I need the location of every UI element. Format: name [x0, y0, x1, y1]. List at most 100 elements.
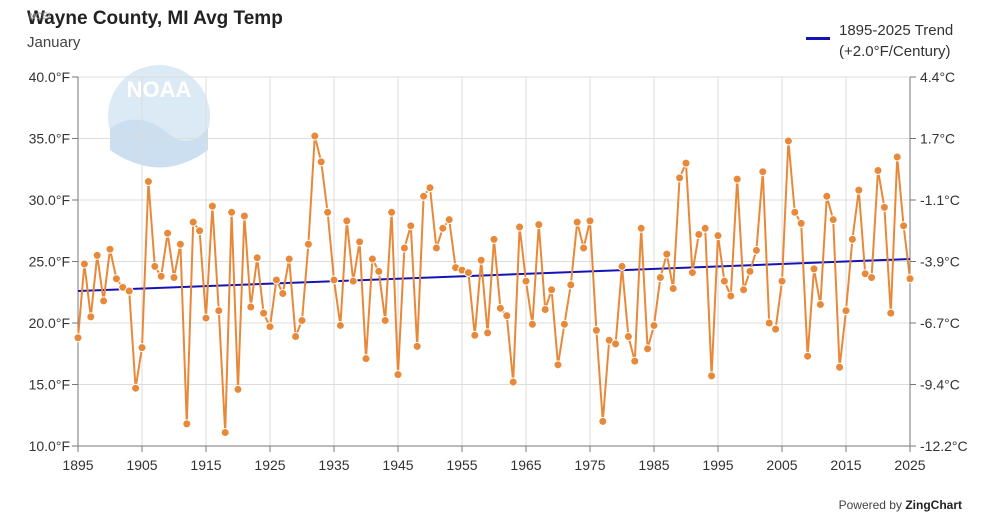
data-point-1963[interactable]: [508, 377, 518, 387]
data-point-1961[interactable]: [495, 303, 505, 313]
data-point-1918[interactable]: [220, 427, 230, 437]
data-point-2016[interactable]: [847, 234, 857, 244]
data-point-1896[interactable]: [79, 259, 89, 269]
data-point-1974[interactable]: [579, 243, 589, 253]
data-point-2017[interactable]: [854, 185, 864, 195]
data-point-1956[interactable]: [463, 268, 473, 278]
data-point-1968[interactable]: [540, 304, 550, 314]
data-point-2025[interactable]: [905, 274, 915, 284]
data-point-2014[interactable]: [835, 362, 845, 372]
data-point-1988[interactable]: [668, 284, 678, 294]
powered-by-credit[interactable]: Powered by ZingChart: [839, 498, 962, 512]
data-point-1911[interactable]: [175, 239, 185, 249]
data-point-1903[interactable]: [124, 286, 134, 296]
data-point-2007[interactable]: [790, 207, 800, 217]
data-point-1976[interactable]: [591, 325, 601, 335]
data-point-1980[interactable]: [617, 261, 627, 271]
data-point-1933[interactable]: [316, 157, 326, 167]
data-point-1946[interactable]: [399, 243, 409, 253]
data-point-1937[interactable]: [342, 216, 352, 226]
data-point-1915[interactable]: [201, 313, 211, 323]
data-point-1975[interactable]: [585, 216, 595, 226]
data-point-2015[interactable]: [841, 306, 851, 316]
data-point-1907[interactable]: [150, 261, 160, 271]
data-point-1905[interactable]: [137, 343, 147, 353]
data-point-1984[interactable]: [643, 344, 653, 354]
data-point-1945[interactable]: [393, 370, 403, 380]
data-point-1960[interactable]: [489, 234, 499, 244]
data-point-1982[interactable]: [630, 356, 640, 366]
data-point-1895[interactable]: [73, 333, 83, 343]
data-point-2001[interactable]: [751, 245, 761, 255]
data-point-1971[interactable]: [559, 319, 569, 329]
data-point-1990[interactable]: [681, 158, 691, 168]
data-point-1957[interactable]: [470, 330, 480, 340]
data-point-2010[interactable]: [809, 264, 819, 274]
data-point-1913[interactable]: [188, 217, 198, 227]
data-point-1929[interactable]: [291, 332, 301, 342]
data-point-1904[interactable]: [131, 383, 141, 393]
data-point-1940[interactable]: [361, 354, 371, 364]
data-point-1964[interactable]: [515, 222, 525, 232]
data-point-1966[interactable]: [527, 319, 537, 329]
data-point-1947[interactable]: [406, 221, 416, 231]
data-point-1941[interactable]: [367, 254, 377, 264]
data-point-1928[interactable]: [284, 254, 294, 264]
data-point-1942[interactable]: [374, 266, 384, 276]
data-point-2008[interactable]: [796, 218, 806, 228]
data-point-1898[interactable]: [92, 250, 102, 260]
data-point-1920[interactable]: [233, 384, 243, 394]
data-point-1969[interactable]: [547, 285, 557, 295]
data-point-2019[interactable]: [867, 272, 877, 282]
data-point-1993[interactable]: [700, 223, 710, 233]
data-point-1983[interactable]: [636, 223, 646, 233]
data-point-1981[interactable]: [623, 332, 633, 342]
data-point-1944[interactable]: [387, 207, 397, 217]
data-point-2003[interactable]: [764, 318, 774, 328]
data-point-1959[interactable]: [483, 328, 493, 338]
data-point-1952[interactable]: [438, 223, 448, 233]
data-point-1997[interactable]: [726, 291, 736, 301]
data-point-1967[interactable]: [534, 220, 544, 230]
data-point-1916[interactable]: [207, 201, 217, 211]
data-point-2020[interactable]: [873, 165, 883, 175]
data-point-1970[interactable]: [553, 360, 563, 370]
data-point-1925[interactable]: [265, 322, 275, 332]
data-point-1979[interactable]: [611, 339, 621, 349]
data-point-1909[interactable]: [163, 228, 173, 238]
data-point-2000[interactable]: [745, 266, 755, 276]
data-point-1962[interactable]: [502, 311, 512, 321]
data-point-2005[interactable]: [777, 276, 787, 286]
data-point-1899[interactable]: [99, 296, 109, 306]
data-point-1927[interactable]: [278, 288, 288, 298]
data-point-1996[interactable]: [719, 276, 729, 286]
data-point-1924[interactable]: [259, 308, 269, 318]
data-point-1923[interactable]: [252, 253, 262, 263]
data-point-1910[interactable]: [169, 272, 179, 282]
data-point-1936[interactable]: [335, 320, 345, 330]
data-point-2004[interactable]: [771, 324, 781, 334]
data-point-1926[interactable]: [271, 275, 281, 285]
data-point-1986[interactable]: [655, 272, 665, 282]
data-point-1958[interactable]: [476, 255, 486, 265]
data-point-1932[interactable]: [310, 131, 320, 141]
data-point-2012[interactable]: [822, 191, 832, 201]
data-point-1973[interactable]: [572, 217, 582, 227]
data-point-1900[interactable]: [105, 244, 115, 254]
data-point-1994[interactable]: [707, 371, 717, 381]
data-point-1908[interactable]: [156, 271, 166, 281]
data-point-1935[interactable]: [329, 275, 339, 285]
data-point-2023[interactable]: [892, 152, 902, 162]
data-point-1951[interactable]: [431, 243, 441, 253]
data-point-1943[interactable]: [380, 316, 390, 326]
data-point-1939[interactable]: [355, 237, 365, 247]
data-point-1930[interactable]: [297, 316, 307, 326]
data-point-1938[interactable]: [348, 276, 358, 286]
data-point-1931[interactable]: [303, 239, 313, 249]
data-point-1977[interactable]: [598, 416, 608, 426]
data-point-1897[interactable]: [86, 312, 96, 322]
data-point-1992[interactable]: [694, 229, 704, 239]
data-point-2011[interactable]: [815, 300, 825, 310]
data-point-1985[interactable]: [649, 320, 659, 330]
data-point-1991[interactable]: [687, 268, 697, 278]
